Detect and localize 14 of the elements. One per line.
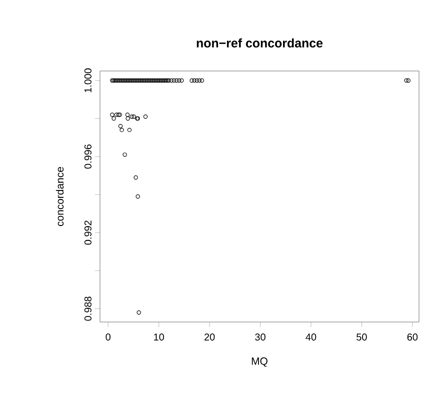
- x-axis-title: MQ: [252, 357, 268, 367]
- y-tick-label: 1.000: [84, 68, 92, 92]
- y-tick-label: 0.992: [84, 220, 92, 245]
- x-tick-label: 0: [106, 334, 110, 341]
- x-tick-label: 50: [356, 334, 367, 341]
- x-tick-label: 60: [407, 334, 418, 341]
- x-tick-label: 10: [154, 334, 164, 341]
- x-tick-label: 30: [255, 334, 266, 341]
- y-tick-label: 0.996: [84, 144, 92, 169]
- chart-title: non−ref concordance: [196, 38, 323, 48]
- x-tick-label: 20: [204, 334, 215, 341]
- x-tick-label: 40: [306, 334, 316, 341]
- y-tick-label: 0.988: [84, 296, 92, 321]
- y-axis-title: concordance: [56, 167, 64, 226]
